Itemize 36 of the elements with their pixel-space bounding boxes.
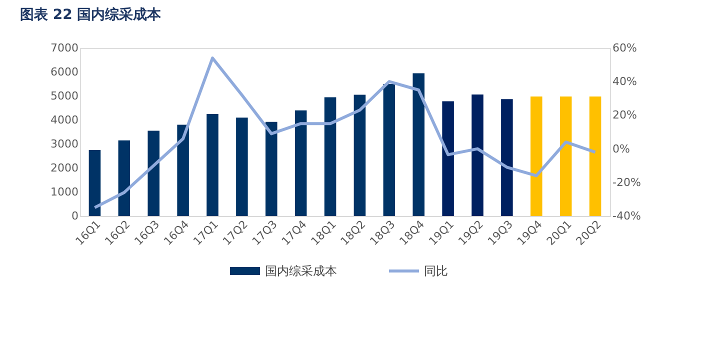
bar [530,96,542,216]
y2-tick-label: 60% [612,42,637,54]
chart-title: 图表 22 国内综采成本 [20,6,162,23]
bar [148,130,160,216]
bar [177,124,189,216]
legend-label: 国内综采成本 [265,264,337,278]
bar [589,96,602,216]
bar [266,122,278,216]
bar [324,97,336,216]
y2-tick-label: 0% [612,142,630,156]
y-tick-label: 1000 [50,186,78,198]
bar [383,84,396,216]
bar [206,114,218,216]
y2-tick-label: -20% [612,176,641,189]
bar [412,73,424,216]
bar [118,140,130,216]
y-tick-label: 4000 [50,114,78,126]
y2-tick-label: 20% [612,108,637,122]
bar [472,94,484,216]
bar [236,118,248,216]
bar [442,101,454,216]
y2-tick-label: -40% [612,210,641,222]
y-tick-label: 7000 [50,42,78,54]
y-tick-label: 3000 [50,138,78,150]
bar [294,110,307,216]
bar [354,94,366,216]
bar [501,99,513,216]
line-series [93,56,597,210]
legend-label: 同比 [424,264,448,278]
y2-tick-label: 40% [612,75,637,88]
y-tick-label: 2000 [50,162,78,174]
bar [560,96,572,216]
y-tick-label: 6000 [50,66,78,78]
y-tick-label: 5000 [50,90,78,102]
bar [88,150,101,216]
y-tick-label: 0 [72,210,78,222]
